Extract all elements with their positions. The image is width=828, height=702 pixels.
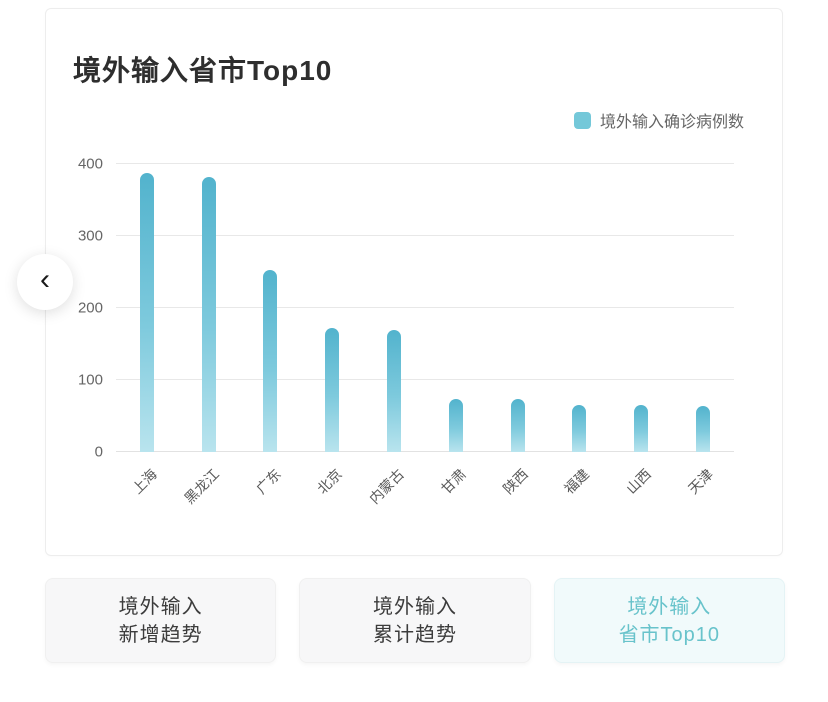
- bar-天津[interactable]: [696, 405, 711, 452]
- bar-北京[interactable]: [325, 328, 340, 452]
- x-axis-label: 上海: [128, 465, 160, 497]
- bar-slot: 广东: [240, 164, 302, 497]
- gridline-300: [116, 235, 734, 236]
- gridline-200: [116, 307, 734, 308]
- tab-label-line1: 境外输入: [118, 595, 203, 618]
- tab-label-line2: 省市Top10: [618, 623, 721, 646]
- bar-chart: 0 100 200 300 400 上海 黑龙江 广东 北京 内蒙古 甘肃 陕西 福建 山西 天津: [78, 156, 734, 507]
- tab-imported-new-trend[interactable]: 境外输入 新增趋势: [45, 578, 277, 663]
- tab-bar: 境外输入 新增趋势 境外输入 累计趋势 境外输入 省市Top10: [45, 578, 785, 663]
- bar-slot: 甘肃: [425, 164, 487, 497]
- gridline-400: [116, 163, 734, 164]
- tab-label-line2: 新增趋势: [118, 623, 203, 646]
- gridline-0: [116, 451, 734, 452]
- tab-label-line1: 境外输入: [627, 595, 712, 618]
- x-axis-label: 广东: [252, 465, 284, 497]
- bar-山西[interactable]: [634, 405, 649, 452]
- x-axis-label: 天津: [685, 465, 717, 497]
- x-axis-label: 山西: [623, 465, 655, 497]
- tab-imported-province-top10[interactable]: 境外输入 省市Top10: [553, 578, 785, 663]
- y-tick-label: 300: [77, 227, 103, 245]
- x-axis-label: 内蒙古: [366, 465, 408, 507]
- tab-label-line2: 累计趋势: [372, 623, 457, 646]
- y-tick-label: 0: [94, 443, 103, 461]
- y-tick-label: 400: [77, 155, 103, 173]
- bar-福建[interactable]: [572, 405, 587, 452]
- legend-label: 境外输入确诊病例数: [599, 114, 744, 131]
- x-axis-label: 陕西: [499, 465, 531, 497]
- y-tick-label: 200: [77, 299, 103, 317]
- bar-slot: 北京: [301, 164, 363, 497]
- x-axis-label: 北京: [314, 465, 346, 497]
- x-axis-label: 黑龙江: [180, 465, 222, 507]
- tab-label-line1: 境外输入: [372, 595, 457, 618]
- x-axis-label: 福建: [561, 465, 593, 497]
- bar-甘肃[interactable]: [448, 399, 463, 452]
- bar-上海[interactable]: [139, 172, 154, 452]
- bar-layer: 上海 黑龙江 广东 北京 内蒙古 甘肃 陕西 福建 山西 天津: [116, 164, 734, 507]
- chevron-left-icon: ‹: [40, 263, 50, 296]
- bar-slot: 福建: [549, 164, 611, 497]
- bar-slot: 上海: [116, 164, 178, 497]
- bar-slot: 黑龙江: [178, 164, 240, 507]
- chart-card: 境外输入省市Top10 境外输入确诊病例数 0 100 200 300 400 上海 黑龙…: [45, 8, 783, 556]
- bar-slot: 陕西: [487, 164, 549, 497]
- chart-legend[interactable]: 境外输入确诊病例数: [573, 108, 744, 132]
- bar-slot: 山西: [610, 164, 672, 497]
- bar-广东[interactable]: [263, 269, 278, 452]
- bar-slot: 内蒙古: [363, 164, 425, 507]
- y-tick-label: 100: [77, 371, 103, 389]
- chart-title: 境外输入省市Top10: [73, 55, 333, 86]
- bar-黑龙江[interactable]: [201, 176, 216, 452]
- x-axis-label: 甘肃: [437, 465, 469, 497]
- prev-slide-button[interactable]: ‹: [17, 254, 73, 310]
- bar-陕西[interactable]: [510, 399, 525, 452]
- legend-marker-icon: [573, 111, 591, 129]
- tab-imported-cumulative-trend[interactable]: 境外输入 累计趋势: [299, 578, 531, 663]
- bar-slot: 天津: [672, 164, 734, 497]
- bar-内蒙古[interactable]: [387, 329, 402, 452]
- gridline-100: [116, 379, 734, 380]
